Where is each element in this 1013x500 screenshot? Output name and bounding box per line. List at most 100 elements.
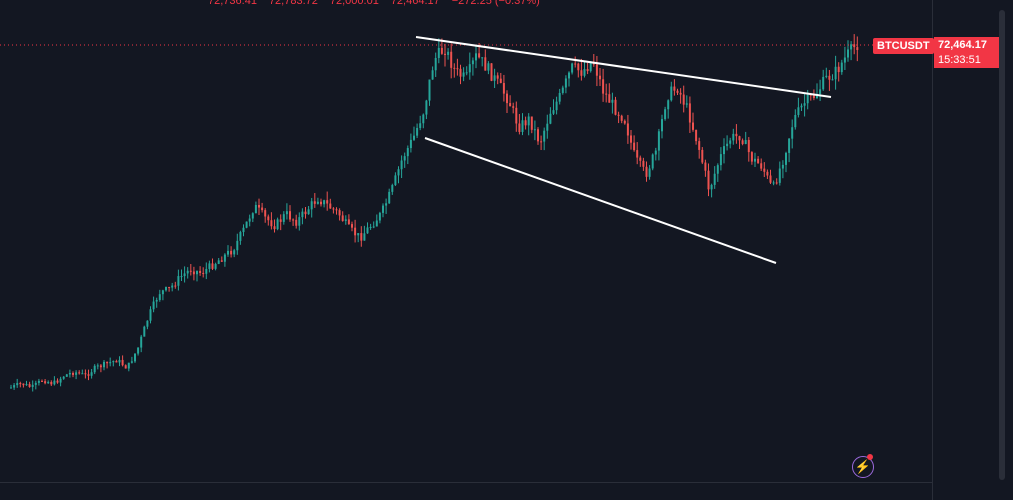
candle-body: [419, 123, 422, 128]
candle-body: [729, 140, 732, 144]
candle-body: [161, 290, 164, 295]
candle-body: [856, 47, 859, 50]
vertical-scrollbar[interactable]: [998, 0, 1006, 500]
candle-body: [130, 361, 133, 363]
candle-body: [518, 123, 521, 132]
candle-body: [822, 76, 825, 90]
candle-body: [853, 44, 856, 48]
candle-body: [65, 374, 68, 377]
candle-body: [682, 94, 685, 105]
candle-body: [394, 175, 397, 186]
candle-body: [437, 47, 440, 58]
candle-body: [633, 142, 636, 151]
candle-body: [561, 87, 564, 93]
candle-body: [140, 336, 143, 348]
candle-body: [208, 263, 211, 269]
candle-body: [93, 365, 96, 373]
candle-body: [413, 135, 415, 140]
candle-body: [127, 362, 130, 369]
ohlc-legend: 72,736.41 72,783.72 72,000.01 72,464.17 …: [208, 0, 540, 9]
candle-body: [31, 384, 34, 387]
scroll-thumb[interactable]: [999, 10, 1005, 480]
candle-body: [471, 60, 474, 65]
candle-body: [698, 141, 701, 150]
candle-body: [695, 129, 698, 142]
candle-body: [316, 201, 319, 204]
candle-body: [617, 114, 620, 116]
candle-body: [347, 219, 350, 225]
candle-body: [143, 326, 146, 337]
candle-body: [406, 148, 409, 157]
candle-body: [602, 79, 605, 94]
candle-body: [484, 57, 487, 71]
candle-body: [620, 115, 623, 121]
candle-body: [400, 160, 403, 170]
candle-body: [769, 175, 772, 183]
candle-body: [524, 120, 527, 126]
candle-body: [254, 204, 257, 214]
candle-body: [775, 182, 778, 184]
candle-body: [580, 70, 583, 76]
candle-body: [239, 232, 242, 241]
candle-body: [87, 374, 90, 376]
candle-body: [431, 70, 434, 80]
candle-body: [81, 373, 84, 375]
candle-body: [726, 143, 729, 147]
candle-body: [747, 139, 750, 153]
candle-body: [22, 383, 25, 386]
candle-body: [781, 164, 784, 169]
candle-body: [298, 217, 301, 226]
candle-body: [704, 162, 707, 171]
candle-body: [304, 211, 307, 215]
candle-body: [338, 210, 341, 216]
candle-body: [425, 100, 428, 115]
candle-body: [189, 270, 192, 272]
candle-body: [651, 154, 654, 169]
candle-body: [118, 359, 121, 363]
candle-body: [34, 382, 37, 385]
candle-body: [738, 136, 741, 141]
candle-body: [121, 359, 124, 366]
candle-body: [763, 168, 766, 172]
candle-body: [549, 113, 552, 124]
candle-body: [44, 381, 47, 384]
candle-body: [248, 218, 251, 222]
candle-body: [512, 106, 515, 108]
candle-body: [515, 107, 518, 124]
candle-body: [165, 287, 167, 291]
candle-body: [670, 86, 673, 101]
candle-body: [124, 365, 127, 369]
candle-body: [490, 63, 493, 81]
candle-body: [623, 120, 626, 124]
candle-body: [59, 378, 62, 383]
candle-body: [679, 92, 682, 95]
lightning-alert-icon[interactable]: ⚡: [852, 454, 874, 478]
candle-body: [78, 372, 81, 374]
candle-body: [270, 220, 273, 227]
candle-body: [630, 135, 632, 143]
candle-body: [825, 75, 828, 77]
candle-body: [509, 103, 512, 107]
candle-body: [366, 227, 369, 234]
candle-body: [521, 120, 524, 132]
candle-body: [344, 219, 347, 221]
candle-body: [434, 57, 437, 71]
chart-canvas[interactable]: [0, 0, 932, 482]
candle-body: [453, 67, 456, 69]
candle-body: [555, 101, 558, 111]
candle-body: [428, 79, 431, 101]
candle-body: [533, 129, 536, 131]
candle-body: [354, 227, 357, 236]
candle-body: [409, 139, 412, 149]
candle-body: [440, 47, 443, 54]
candle-body: [292, 219, 295, 221]
candle-body: [109, 362, 112, 364]
candle-body: [648, 168, 651, 177]
candle-body: [397, 169, 400, 176]
candle-body: [772, 182, 775, 184]
candle-body: [481, 57, 484, 59]
candle-body: [558, 92, 561, 102]
candle-body: [242, 227, 245, 233]
candle-body: [459, 68, 462, 77]
